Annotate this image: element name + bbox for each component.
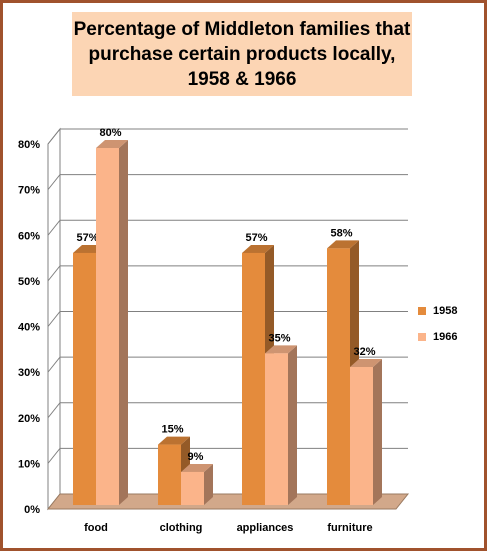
bar-top (181, 463, 213, 472)
legend-item-1966: 1966 (418, 324, 457, 350)
y-tick-label: 20% (18, 413, 40, 425)
y-tick-label: 10% (18, 458, 40, 470)
bar-appliances-1958 (242, 252, 265, 505)
x-tick-label: furniture (327, 522, 372, 534)
legend-label-1966: 1966 (433, 331, 458, 343)
bar-clothing-1966 (181, 471, 204, 505)
bar-furniture-1958 (327, 248, 350, 505)
data-label: 57% (245, 232, 267, 244)
legend-item-1958: 1958 (418, 298, 457, 324)
bar-top (327, 240, 359, 249)
bar-side (288, 345, 297, 505)
bar-top (242, 244, 274, 253)
legend: 1958 1966 (418, 298, 457, 350)
bar-top (96, 140, 128, 148)
gridline (47, 128, 408, 145)
x-tick-label: appliances (237, 522, 294, 534)
gridline (47, 174, 408, 190)
bar-food-1966 (96, 148, 119, 505)
bar-top (265, 345, 297, 354)
data-label: 15% (161, 424, 183, 436)
legend-swatch-1966 (418, 333, 426, 341)
bar-food-1958 (73, 252, 96, 505)
y-tick-label: 0% (24, 504, 40, 516)
data-label: 9% (188, 451, 204, 463)
gridline (47, 265, 408, 282)
chart-floor (46, 493, 410, 510)
data-label: 35% (268, 332, 290, 344)
data-label: 57% (76, 232, 98, 244)
bar-side (373, 359, 382, 505)
bar-top (350, 359, 382, 367)
bar-clothing-1958 (158, 444, 181, 505)
bar-side (204, 463, 213, 505)
legend-swatch-1958 (418, 307, 426, 315)
y-tick-label: 40% (18, 322, 40, 334)
chart-title: Percentage of Middleton families that pu… (73, 18, 411, 90)
chart-title-box: Percentage of Middleton families that pu… (72, 12, 412, 96)
x-tick-label: clothing (160, 522, 203, 534)
data-label: 80% (99, 127, 121, 139)
y-tick-label: 60% (18, 230, 40, 242)
y-tick-label: 50% (18, 276, 40, 288)
y-tick-label: 80% (18, 139, 40, 151)
bar-side (119, 140, 128, 505)
gridline (47, 219, 408, 236)
bar-furniture-1966 (350, 367, 373, 505)
data-label: 32% (353, 346, 375, 358)
data-label: 58% (330, 227, 352, 239)
gridline (47, 311, 408, 327)
y-tick-label: 30% (18, 367, 40, 379)
bar-appliances-1966 (265, 353, 288, 505)
bar-top (158, 436, 190, 445)
legend-label-1958: 1958 (433, 305, 458, 317)
y-tick-label: 70% (18, 185, 40, 197)
x-tick-label: food (84, 522, 108, 534)
